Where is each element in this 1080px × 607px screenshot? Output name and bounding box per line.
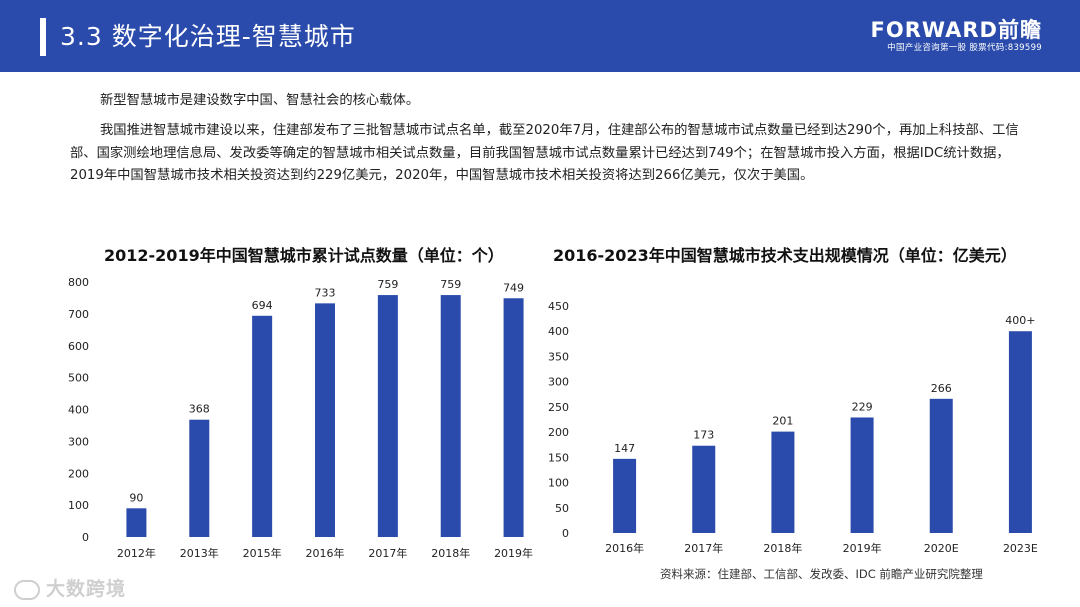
chart1-title: 2012-2019年中国智慧城市累计试点数量（单位：个）	[104, 246, 504, 265]
paragraph-intro: 新型智慧城市是建设数字中国、智慧社会的核心载体。	[100, 93, 420, 108]
chart1-bar	[377, 295, 398, 537]
chart1-category-label: 2017年	[368, 546, 407, 560]
brand-logo-icon	[14, 579, 40, 600]
chart2-ytick: 200	[548, 426, 569, 439]
chart2-bar	[850, 417, 874, 533]
chart2-bar	[613, 458, 637, 533]
chart1-category-label: 2016年	[306, 546, 345, 560]
chart2-ytick: 400	[548, 325, 569, 338]
logo-main-text: FORWARD前瞻	[870, 18, 1042, 42]
chart2-data-label: 147	[614, 442, 635, 455]
chart2-category-label: 2019年	[843, 541, 882, 555]
chart1-category-label: 2018年	[431, 546, 470, 560]
chart1-bar	[315, 303, 335, 537]
chart2-data-label: 173	[693, 429, 714, 442]
chart2-data-label: 201	[772, 415, 793, 428]
chart1-ytick: 300	[68, 435, 89, 448]
chart1-data-label: 90	[129, 491, 143, 504]
chart2-category-label: 2020E	[924, 542, 959, 555]
chart1-category-label: 2015年	[243, 546, 282, 560]
chart1-data-label: 749	[503, 281, 524, 294]
chart1-bar	[252, 315, 273, 537]
chart1-bar	[126, 508, 147, 537]
paragraph-detail: 我国推进智慧城市建设以来，住建部发布了三批智慧城市试点名单，截至2020年7月，…	[70, 123, 1019, 183]
logo-sub-text: 中国产业咨询第一股 股票代码:839599	[887, 43, 1042, 53]
chart2-ytick: 300	[548, 376, 569, 389]
chart1-ytick: 700	[68, 308, 89, 321]
header-accent-bar	[40, 18, 46, 56]
chart2-bar	[1008, 331, 1032, 533]
chart1-category-label: 2019年	[494, 546, 533, 560]
chart2-bar	[929, 398, 953, 533]
chart2-ytick: 450	[548, 300, 569, 313]
chart2-category-label: 2018年	[763, 541, 802, 555]
page-title: 3.3 数字化治理-智慧城市	[60, 22, 356, 51]
chart1-data-label: 759	[377, 278, 398, 291]
header: 3.3 数字化治理-智慧城市 FORWARD前瞻 中国产业咨询第一股 股票代码:…	[0, 0, 1080, 72]
chart1-data-label: 368	[189, 403, 210, 416]
chart1-ytick: 0	[82, 531, 89, 544]
chart1-category-label: 2012年	[117, 546, 156, 560]
forward-logo: FORWARD前瞻 中国产业咨询第一股 股票代码:839599	[871, 18, 1042, 54]
chart2-data-label: 400+	[1005, 314, 1035, 327]
chart1-bar	[440, 295, 461, 537]
chart2-data-label: 229	[852, 400, 873, 413]
chart2-bar	[771, 431, 795, 533]
chart2-ytick: 350	[548, 350, 569, 363]
chart1-ytick: 400	[68, 404, 89, 417]
chart1-ytick: 800	[68, 276, 89, 289]
chart1-ytick: 600	[68, 340, 89, 353]
chart2-category-label: 2016年	[605, 541, 644, 555]
chart1-data-label: 733	[315, 286, 336, 299]
chart1-ytick: 500	[68, 372, 89, 385]
chart2-category-label: 2017年	[684, 541, 723, 555]
watermark-brand: 大数跨境	[14, 574, 126, 601]
chart1-bar	[503, 298, 524, 537]
chart1-data-label: 759	[440, 278, 461, 291]
chart1-category-label: 2013年	[180, 546, 219, 560]
chart2-title: 2016-2023年中国智慧城市技术支出规模情况（单位：亿美元）	[553, 246, 1017, 265]
chart1-bar	[189, 419, 210, 537]
chart1-data-label: 694	[252, 299, 273, 312]
source-note: 资料来源：住建部、工信部、发改委、IDC 前瞻产业研究院整理	[660, 567, 983, 581]
chart2-data-label: 266	[931, 382, 952, 395]
chart2-ytick: 100	[548, 477, 569, 490]
chart2-bar	[692, 445, 716, 533]
brand-text: 大数跨境	[46, 578, 127, 600]
chart1-ytick: 200	[68, 467, 89, 480]
chart2-ytick: 50	[555, 502, 569, 515]
chart2-ytick: 0	[562, 527, 569, 540]
chart1-ytick: 100	[68, 499, 89, 512]
chart2-ytick: 250	[548, 401, 569, 414]
chart2-ytick: 150	[548, 451, 569, 464]
chart2-category-label: 2023E	[1003, 542, 1038, 555]
